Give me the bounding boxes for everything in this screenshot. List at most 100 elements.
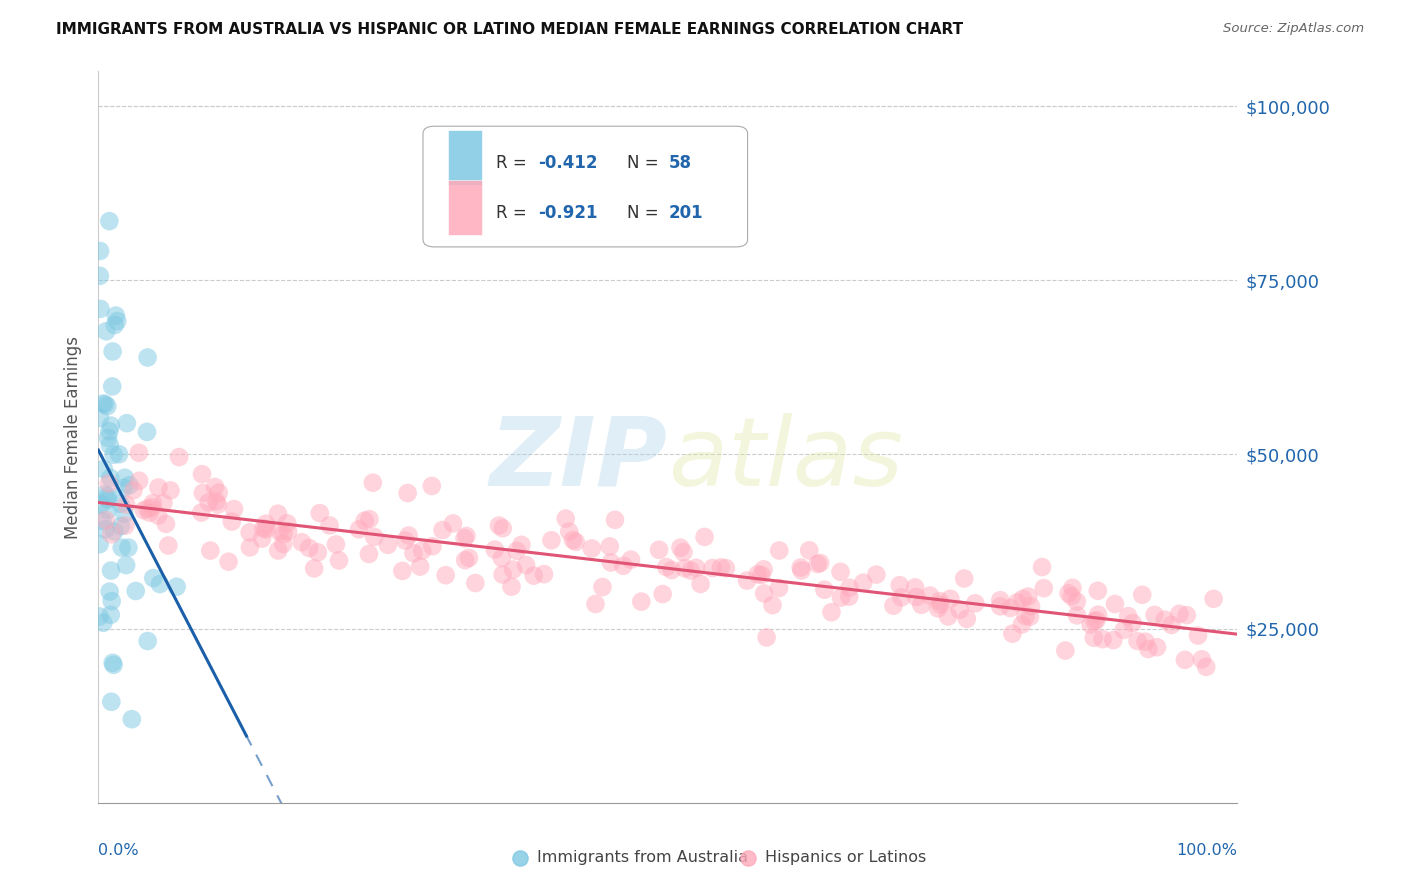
Point (1130, 588, 1153, 602)
Point (277, 524, 299, 539)
Point (927, 601, 949, 615)
Point (838, 590, 860, 604)
Point (1187, 628, 1209, 642)
Point (93, 462, 115, 476)
Point (132, 503, 155, 517)
Point (115, 558, 138, 573)
Point (458, 550, 481, 565)
Point (432, 523, 454, 537)
Point (98, 471, 121, 485)
Point (347, 522, 370, 536)
Point (510, 538, 533, 552)
Point (276, 516, 298, 531)
Point (564, 534, 586, 549)
Text: Hispanics or Latinos: Hispanics or Latinos (765, 850, 927, 865)
Point (768, 543, 790, 558)
Point (411, 543, 433, 558)
Point (197, 495, 219, 509)
Point (554, 511, 576, 525)
Point (830, 591, 852, 605)
Point (377, 538, 399, 552)
Point (98, 214, 121, 228)
Point (1091, 632, 1114, 647)
Point (905, 590, 928, 604)
Text: 58: 58 (669, 154, 692, 172)
Point (114, 471, 136, 485)
Point (208, 485, 231, 500)
Point (267, 543, 290, 558)
Point (111, 541, 134, 555)
Point (702, 561, 724, 575)
Point (501, 580, 523, 594)
Point (359, 512, 381, 526)
Point (152, 496, 174, 510)
Point (94, 522, 117, 536)
Point (464, 576, 486, 591)
Point (669, 541, 692, 555)
Point (768, 581, 790, 595)
FancyBboxPatch shape (423, 126, 748, 247)
Point (104, 309, 127, 323)
Point (882, 599, 904, 613)
Point (581, 541, 603, 556)
Point (222, 502, 245, 516)
Point (808, 556, 831, 570)
Point (409, 559, 432, 574)
Point (949, 603, 972, 617)
Point (89, 301, 111, 316)
Point (1083, 614, 1105, 628)
Point (603, 513, 626, 527)
Point (136, 634, 159, 648)
Point (852, 575, 875, 590)
Point (391, 564, 413, 578)
Point (97, 503, 120, 517)
Point (904, 581, 927, 595)
Point (693, 530, 716, 544)
Point (1126, 634, 1149, 648)
Point (1066, 608, 1088, 623)
Point (218, 555, 240, 569)
Point (328, 553, 350, 567)
Point (1135, 634, 1157, 648)
Point (252, 521, 274, 535)
Point (492, 521, 515, 535)
Point (988, 599, 1011, 614)
Point (599, 540, 621, 554)
Point (789, 560, 811, 574)
Point (221, 515, 243, 529)
Point (488, 518, 510, 533)
Point (402, 546, 425, 560)
Bar (449, 180, 482, 235)
Point (1122, 615, 1144, 630)
Point (1104, 597, 1126, 611)
Point (100, 695, 122, 709)
Point (1137, 642, 1160, 657)
Point (813, 582, 835, 597)
Point (673, 561, 696, 575)
Point (148, 508, 170, 523)
Point (98, 424, 121, 438)
Point (136, 351, 159, 365)
Point (918, 589, 941, 603)
Point (157, 539, 180, 553)
Point (491, 551, 513, 566)
Point (100, 594, 122, 608)
Point (103, 524, 125, 539)
Point (112, 481, 135, 495)
Point (98, 584, 121, 599)
Point (101, 656, 124, 670)
Point (307, 545, 329, 559)
Point (98, 438, 121, 452)
Point (648, 542, 671, 557)
Point (939, 591, 962, 606)
Point (988, 593, 1011, 607)
Point (207, 498, 229, 512)
Point (928, 594, 950, 608)
Point (456, 529, 478, 543)
Point (325, 537, 347, 551)
Point (103, 657, 125, 672)
Point (422, 539, 444, 553)
Point (91, 396, 114, 410)
Bar (449, 130, 482, 186)
Point (420, 479, 443, 493)
